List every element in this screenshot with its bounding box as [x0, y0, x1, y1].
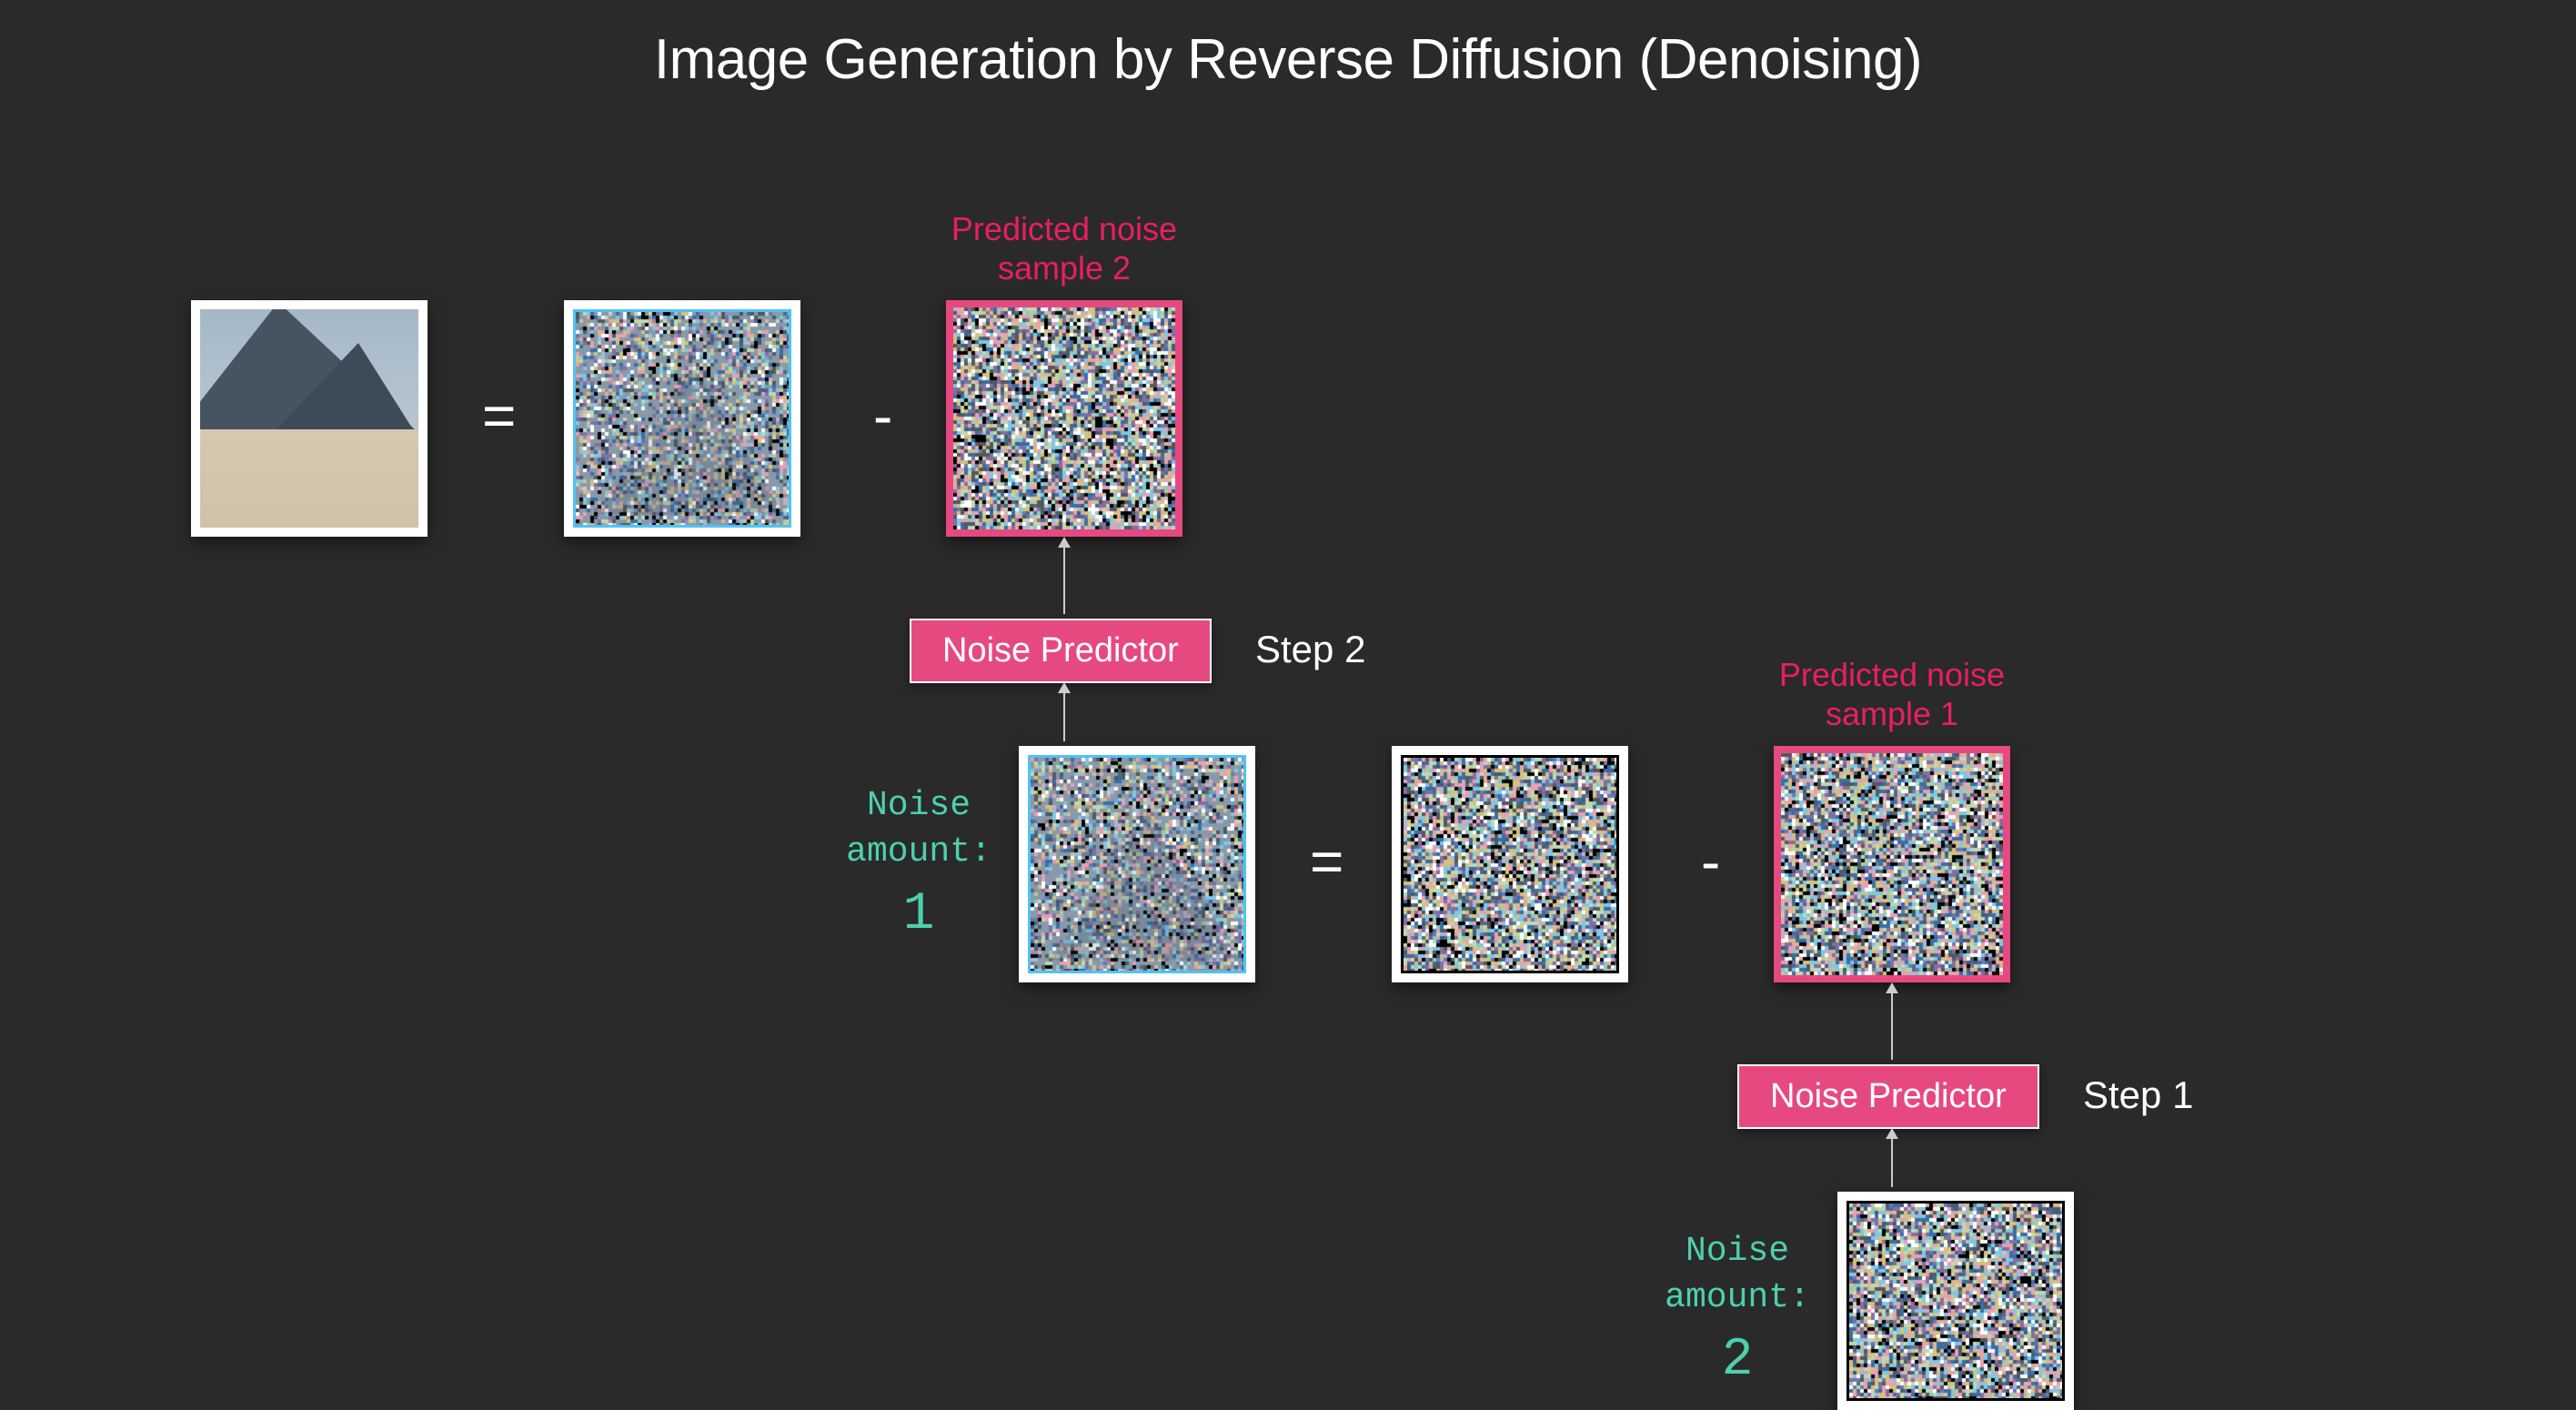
equals-operator: = — [482, 382, 516, 449]
noise-amount-2-label: Noiseamount:2 — [1651, 1228, 1824, 1396]
predicted-noise-1-label: Predicted noisesample 1 — [1774, 655, 2010, 733]
step1-label: Step 1 — [2083, 1073, 2193, 1117]
arrow-up-icon — [1063, 546, 1065, 614]
arrow-up-icon — [1891, 992, 1893, 1060]
image-partial-noise-1 — [564, 300, 800, 537]
noise-predictor-step1: Noise Predictor — [1737, 1064, 2039, 1129]
noise-amount-1-label: Noiseamount:1 — [832, 782, 1005, 951]
noise-predictor-step2: Noise Predictor — [910, 619, 1212, 683]
pyramid-icon — [200, 309, 418, 528]
minus-operator: - — [873, 382, 892, 449]
image-clean-output — [191, 300, 428, 537]
image-predicted-noise-1 — [1774, 746, 2010, 982]
step2-label: Step 2 — [1255, 628, 1365, 671]
page-title: Image Generation by Reverse Diffusion (D… — [0, 27, 2576, 92]
image-input-noise — [1837, 1192, 2074, 1410]
arrow-up-icon — [1063, 691, 1065, 741]
image-partial-noise-2 — [1019, 746, 1255, 982]
equals-operator: = — [1310, 828, 1343, 895]
arrow-up-icon — [1891, 1137, 1893, 1187]
minus-operator: - — [1701, 828, 1720, 895]
predicted-noise-2-label: Predicted noisesample 2 — [946, 209, 1182, 287]
image-full-noise — [1392, 746, 1628, 982]
image-predicted-noise-2 — [946, 300, 1182, 537]
